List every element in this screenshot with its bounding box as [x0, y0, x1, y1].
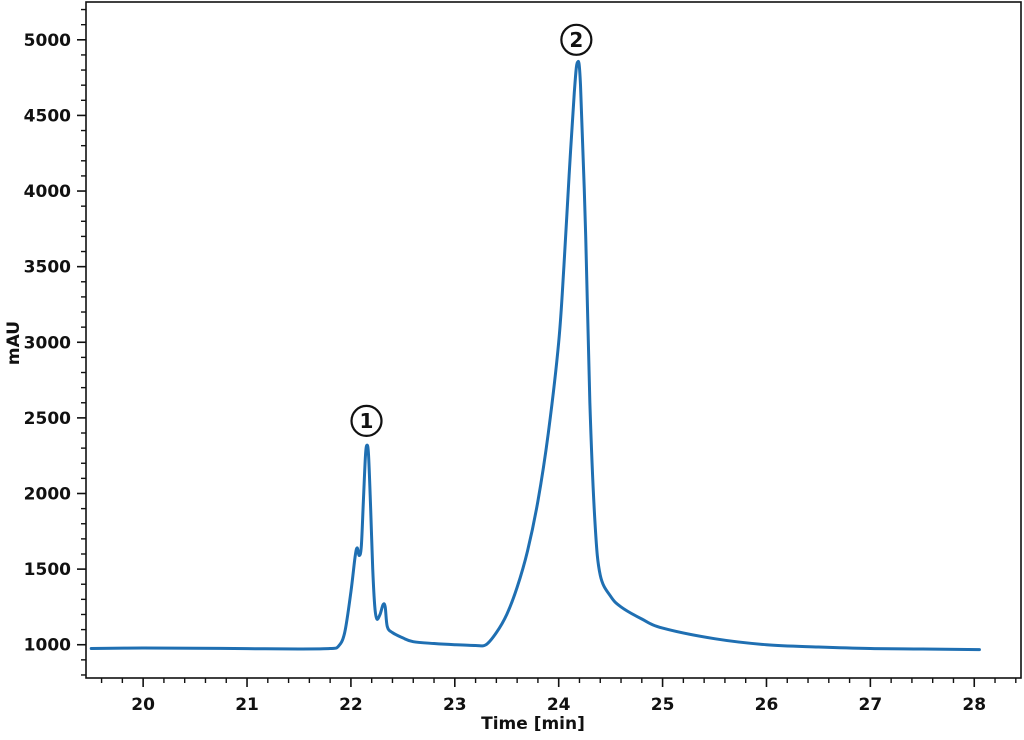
- plot-frame: [85, 1, 1022, 679]
- x-tick-label: 28: [962, 695, 986, 715]
- x-tick-label: 27: [859, 695, 883, 715]
- x-tick-label: 20: [131, 695, 155, 715]
- x-tick-label: 21: [235, 695, 259, 715]
- y-tick-label: 3500: [24, 258, 71, 278]
- y-tick-label: 5000: [24, 31, 71, 51]
- peak-marker-circle: [350, 404, 383, 438]
- peak-marker-label: 1: [360, 409, 374, 433]
- x-tick-label: 26: [755, 695, 779, 715]
- y-axis: 1000 1500 2000 2500 3000 3500 4000 4500 5000: [24, 8, 86, 676]
- x-axis-title: Time [min]: [481, 714, 585, 734]
- signal-trace: [89, 59, 981, 652]
- y-tick-label: 2000: [24, 484, 71, 504]
- x-tick-label: 24: [547, 695, 571, 715]
- peak-annotations: 12: [350, 23, 593, 438]
- x-tick-label: 25: [651, 695, 675, 715]
- x-tick-label: 23: [443, 695, 467, 715]
- peak-marker-label: 2: [569, 28, 583, 52]
- x-axis: 20 21 22 23 24 25 26 27 28: [100, 678, 1017, 715]
- y-tick-label: 4500: [24, 106, 71, 126]
- peak-marker-circle: [560, 23, 593, 56]
- y-tick-label: 4000: [24, 182, 71, 202]
- y-axis-title: mAU: [4, 321, 24, 365]
- x-tick-label: 22: [339, 695, 363, 715]
- y-tick-label: 3000: [24, 333, 71, 353]
- y-tick-label: 2500: [24, 409, 71, 429]
- y-tick-label: 1500: [24, 560, 71, 580]
- y-tick-label: 1000: [24, 636, 71, 656]
